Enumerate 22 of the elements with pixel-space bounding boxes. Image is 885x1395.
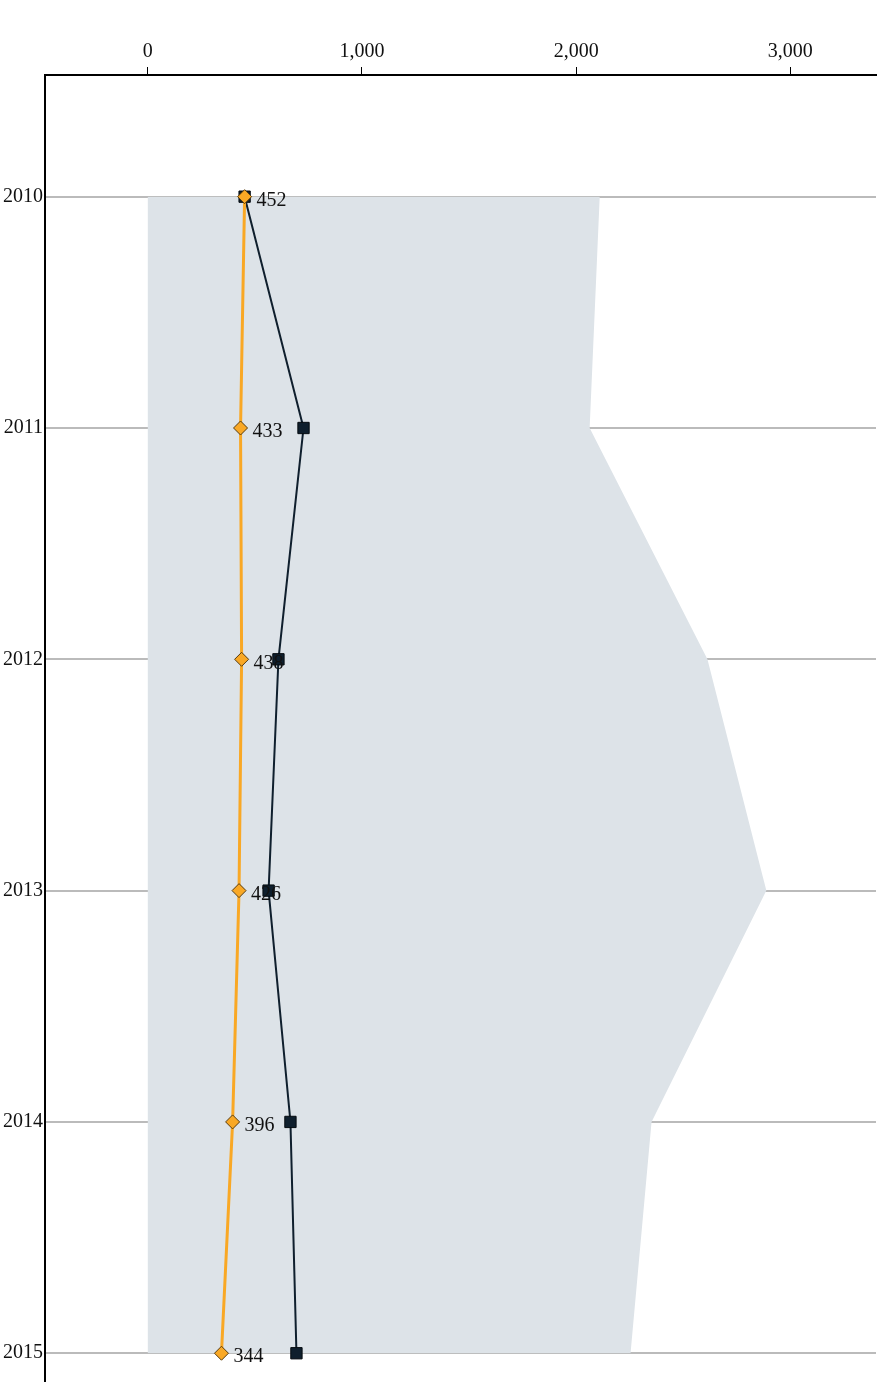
x-tick-label: 0 — [142, 39, 153, 62]
x-tick-label: 3,000 — [767, 39, 813, 62]
point — [234, 651, 250, 667]
point — [225, 1114, 241, 1130]
point — [233, 420, 249, 436]
data-label: 433 — [252, 419, 283, 442]
point — [290, 1347, 303, 1360]
y-tick-label: 2013 — [3, 877, 43, 900]
point — [297, 421, 310, 435]
y-tick-label: 2014 — [3, 1109, 43, 1132]
point — [213, 1345, 229, 1361]
y-tick-label: 2010 — [3, 183, 43, 206]
y-tick-label: 2011 — [3, 415, 43, 438]
data-label: 452 — [256, 187, 287, 210]
point — [231, 883, 247, 899]
y-tick-label: 2012 — [3, 646, 43, 669]
x-tick-label: 2,000 — [553, 39, 599, 62]
data-label: 396 — [244, 1113, 275, 1136]
x-tick-label: 1,000 — [339, 39, 385, 62]
data-label: 344 — [233, 1344, 264, 1367]
y-tick-label: 2015 — [3, 1340, 43, 1363]
point — [284, 1115, 297, 1129]
